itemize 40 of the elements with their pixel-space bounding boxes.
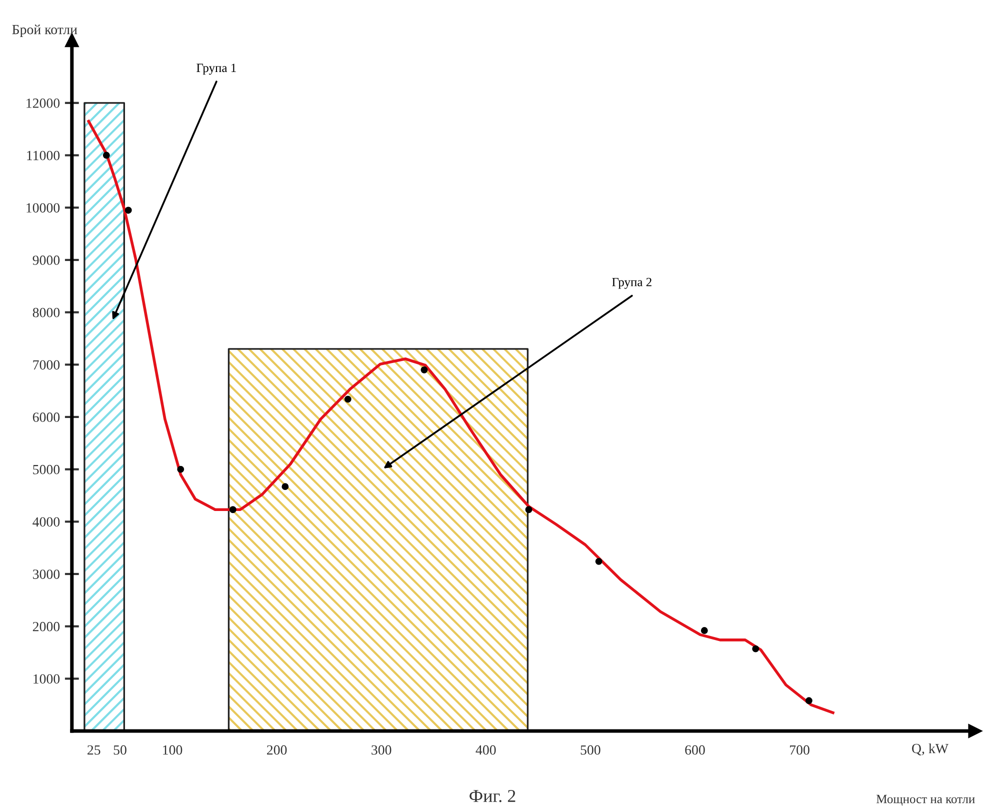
y-tick-label: 4000 — [32, 517, 60, 527]
x-tick-label: 200 — [267, 745, 287, 755]
line-series — [87, 120, 834, 714]
text: Мощност на котли — [876, 794, 975, 806]
point — [102, 152, 110, 159]
x-axis-title: Q, kW — [912, 743, 948, 756]
point — [420, 366, 428, 374]
point — [595, 558, 602, 565]
y-tick-label: 7000 — [33, 360, 60, 370]
y-tick-label: 11000 — [27, 150, 60, 160]
point — [700, 627, 708, 634]
point — [805, 697, 812, 704]
y-tick-label: 10000 — [26, 203, 60, 213]
x-tick-label: 600 — [685, 745, 705, 755]
x-tick-label: 25 — [88, 745, 100, 755]
x-tick-label: 700 — [790, 745, 810, 755]
y-tick-label: 2000 — [32, 622, 60, 632]
x-tick-label: 500 — [580, 745, 600, 755]
x-tick-label: 100 — [163, 745, 182, 755]
point — [124, 206, 132, 214]
text: Фиг. 2 — [470, 790, 516, 802]
y-tick-label: 8000 — [32, 308, 60, 318]
point — [282, 483, 289, 490]
y-tick-label: 12000 — [26, 98, 60, 108]
point — [229, 506, 236, 514]
x-tick-label: 300 — [372, 745, 392, 755]
point — [752, 645, 760, 652]
y-tick-label: 1000 — [34, 674, 60, 684]
annotation: Група 2 — [612, 278, 652, 289]
point — [525, 506, 532, 514]
y-tick-label: 3000 — [32, 570, 60, 579]
annotation: Група 1 — [196, 64, 236, 75]
x-tick-label: 50 — [114, 745, 126, 755]
x-tick-label: 400 — [476, 745, 496, 755]
y-tick-label: 6000 — [32, 412, 60, 422]
y-axis-title: Брой котли — [12, 24, 78, 38]
y-tick-label: 5000 — [33, 464, 60, 474]
y-tick-label: 9000 — [32, 256, 60, 265]
point — [177, 466, 184, 473]
point — [344, 396, 352, 403]
